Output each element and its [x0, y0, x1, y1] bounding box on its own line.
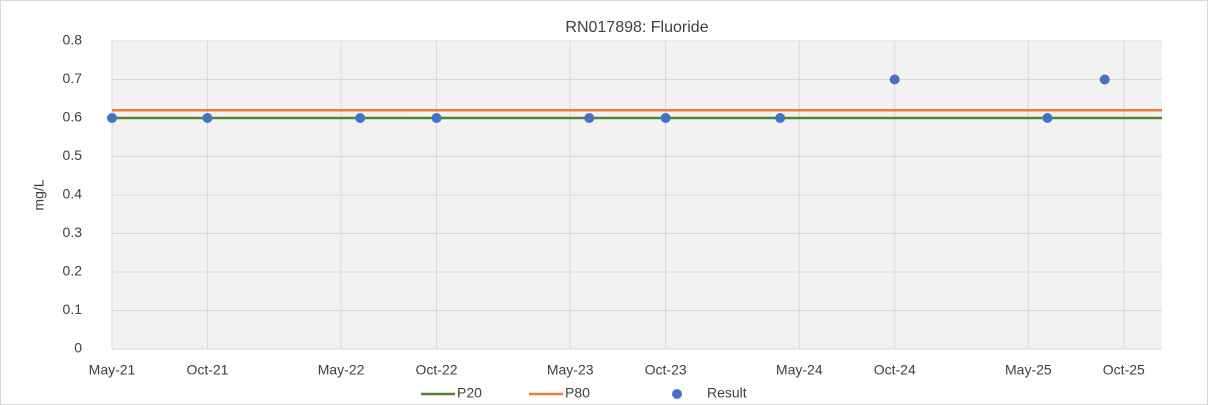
x-tick-label: May-22 [318, 362, 365, 378]
y-tick-label: 0.7 [63, 70, 83, 86]
y-tick-label: 0.3 [63, 224, 83, 240]
y-tick-label: 0.8 [63, 32, 83, 48]
x-tick-label: Oct-23 [645, 362, 687, 378]
point [355, 113, 366, 123]
point [775, 113, 786, 123]
point [660, 113, 671, 123]
x-tick-label: Oct-22 [416, 362, 458, 378]
x-tick-label: May-21 [89, 362, 136, 378]
point [889, 74, 900, 85]
point [584, 113, 595, 123]
y-tick-label: 0 [74, 340, 82, 356]
y-tick-label: 0.6 [63, 109, 83, 125]
legend-swatch [672, 389, 682, 399]
point [202, 113, 213, 123]
point [107, 113, 117, 123]
point [431, 113, 442, 123]
y-tick-label: 0.4 [63, 186, 83, 202]
y-tick-label: 0.2 [63, 263, 83, 279]
x-tick-label: May-25 [1005, 362, 1052, 378]
x-tick-label: Oct-24 [874, 362, 916, 378]
chart-title: RN017898: Fluoride [565, 19, 708, 36]
x-tick-label: May-24 [776, 362, 823, 378]
y-tick-label: 0.1 [63, 301, 83, 317]
y-tick-label: 0.5 [63, 147, 83, 163]
legend-label: Result [707, 385, 747, 401]
x-tick-label: Oct-25 [1103, 362, 1145, 378]
legend-label: P20 [457, 385, 482, 401]
y-axis-label: mg/L [31, 179, 47, 210]
x-tick-label: Oct-21 [186, 362, 228, 378]
point [1099, 74, 1110, 85]
point [1042, 113, 1053, 123]
x-tick-label: May-23 [547, 362, 594, 378]
legend-label: P80 [565, 385, 590, 401]
